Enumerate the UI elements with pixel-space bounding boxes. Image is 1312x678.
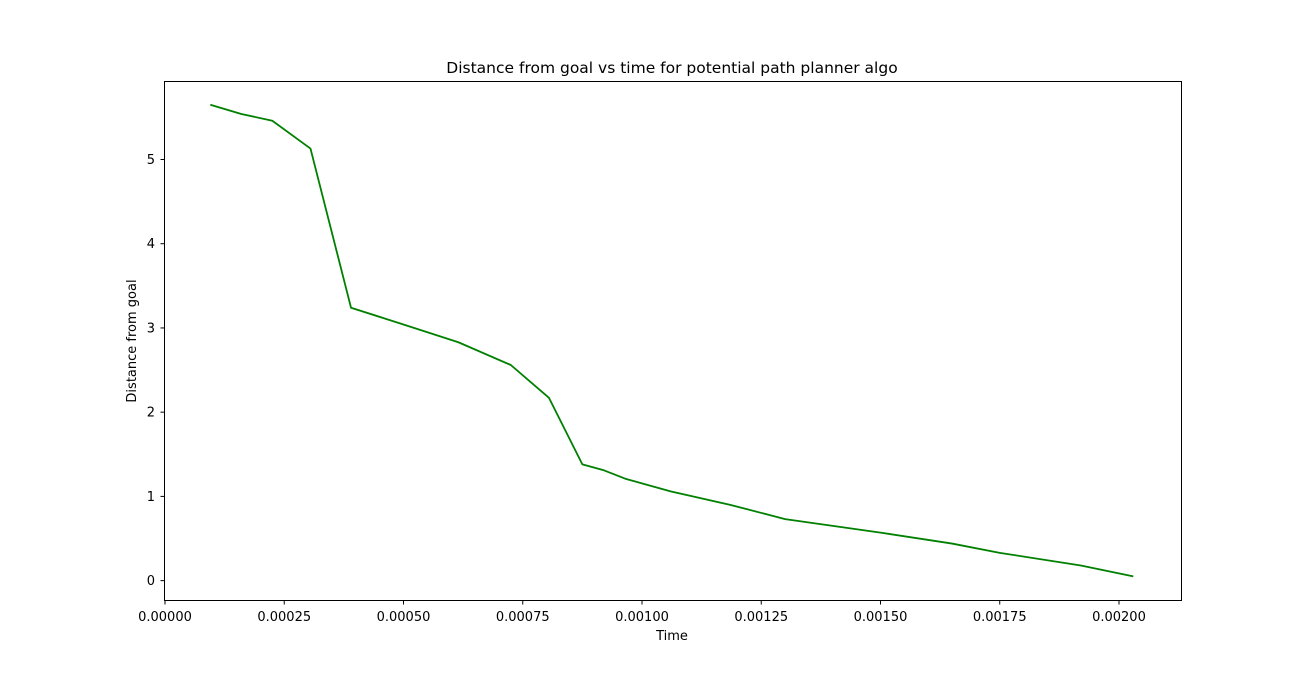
x-axis-label: Time (655, 629, 688, 644)
plot-area-frame (164, 81, 1182, 601)
x-tick-label: 0.00200 (1092, 610, 1146, 625)
y-tick-label: 3 (147, 321, 155, 336)
y-axis-label: Distance from goal (125, 279, 140, 402)
x-tick-label: 0.00125 (734, 610, 788, 625)
x-tick-label: 0.00100 (615, 610, 669, 625)
chart-title: Distance from goal vs time for potential… (446, 59, 897, 77)
y-tick-label: 4 (147, 237, 155, 252)
y-tick-label: 5 (147, 153, 155, 168)
x-axis-ticks: 0.00000 0.00025 0.00050 0.00075 0.00100 0.001… (138, 600, 1146, 625)
x-tick-label: 0.00050 (377, 610, 431, 625)
x-tick-label: 0.00175 (973, 610, 1027, 625)
series-line-0 (210, 103, 1134, 578)
y-tick-label: 1 (147, 490, 155, 505)
y-axis-ticks: 0 1 2 3 4 5 (147, 153, 165, 589)
x-tick-label: 0.00025 (257, 610, 311, 625)
y-tick-label: 0 (147, 574, 155, 589)
x-tick-label: 0.00150 (854, 610, 908, 625)
x-tick-label: 0.00000 (138, 610, 192, 625)
x-tick-label: 0.00075 (496, 610, 550, 625)
series-layer (210, 103, 1134, 578)
y-tick-label: 2 (147, 406, 155, 421)
